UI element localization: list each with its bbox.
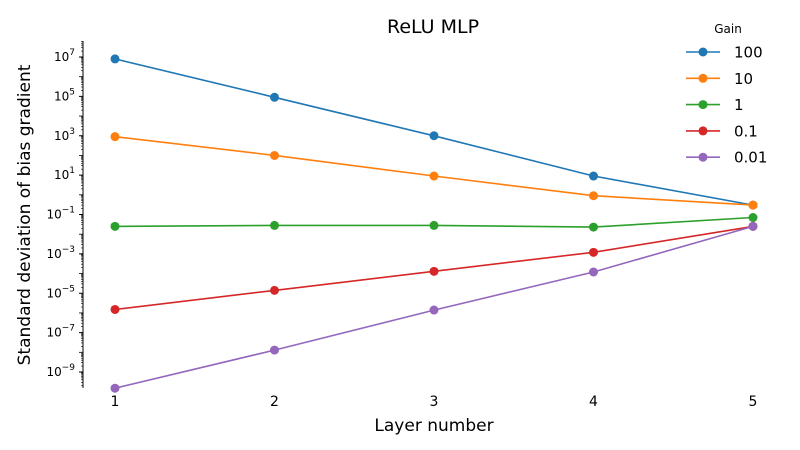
y-tick-label: 10−3	[46, 245, 75, 261]
data-point	[429, 220, 439, 230]
y-tick-base: 10	[54, 168, 69, 182]
data-point	[589, 247, 598, 257]
series-100	[110, 54, 758, 210]
legend-item: 10	[686, 70, 753, 88]
legend-marker	[698, 152, 708, 162]
data-point	[589, 267, 598, 277]
series-0.1	[110, 221, 758, 314]
legend-item: 1	[686, 96, 744, 114]
y-tick-exponent: −3	[62, 245, 75, 255]
x-tick-label: 4	[589, 394, 598, 410]
legend-marker	[698, 126, 708, 136]
data-point	[748, 221, 758, 231]
y-tick-base: 10	[46, 365, 61, 379]
x-tick-label: 1	[111, 394, 120, 410]
y-tick-label: 10−5	[46, 284, 75, 300]
data-point	[748, 213, 758, 223]
legend-label: 100	[734, 44, 763, 62]
legend-label: 0.01	[734, 149, 767, 167]
x-ticks: 1 2 3 4 5	[111, 394, 758, 410]
series-1	[110, 213, 758, 232]
legend-label: 0.1	[734, 122, 758, 140]
data-point	[270, 150, 279, 160]
x-axis-label: Layer number	[374, 416, 493, 436]
y-tick-exponent: 5	[69, 87, 75, 97]
legend-label: 1	[734, 96, 744, 114]
legend-marker	[698, 100, 708, 110]
y-tick-exponent: 3	[69, 127, 75, 137]
y-tick-base: 10	[46, 247, 61, 261]
y-tick-label: 10−7	[46, 324, 75, 340]
y-tick-base: 10	[54, 129, 69, 143]
y-tick-label: 103	[54, 127, 75, 143]
data-point	[589, 191, 598, 201]
legend-marker	[698, 47, 708, 57]
y-tick-label: 10−1	[46, 206, 75, 222]
y-tick-label: 10−9	[46, 363, 75, 379]
legend-title: Gain	[714, 22, 742, 36]
series-10	[110, 132, 758, 210]
data-point	[110, 132, 120, 142]
y-tick-exponent: −5	[62, 284, 75, 294]
x-tick-label: 2	[270, 394, 279, 410]
data-point	[110, 304, 120, 314]
data-point	[429, 305, 439, 315]
x-tick-label: 5	[749, 394, 758, 410]
data-point	[429, 171, 439, 181]
data-point	[110, 221, 120, 231]
y-axis-label: Standard deviation of bias gradient	[15, 64, 35, 365]
y-tick-base: 10	[54, 89, 69, 103]
data-point	[429, 131, 439, 141]
chart-title: ReLU MLP	[387, 16, 479, 38]
y-tick-base: 10	[54, 50, 69, 64]
data-point	[589, 222, 598, 232]
legend-marker	[698, 73, 708, 83]
legend: Gain 100 10 1 0.1 0.01	[686, 22, 767, 167]
data-point	[270, 345, 279, 355]
y-tick-exponent: 7	[69, 48, 75, 58]
y-tick-exponent: −1	[62, 206, 75, 216]
data-point	[270, 285, 279, 295]
y-tick-label: 101	[54, 166, 75, 182]
series-line	[114, 135, 754, 206]
legend-item: 0.01	[686, 149, 767, 167]
series-layer	[110, 54, 758, 393]
data-point	[429, 266, 439, 276]
y-tick-label: 107	[54, 48, 75, 64]
data-point	[589, 171, 598, 181]
legend-label: 10	[734, 70, 753, 88]
x-tick-label: 3	[430, 394, 439, 410]
y-tick-base: 10	[46, 208, 61, 222]
y-tick-label: 105	[54, 87, 75, 103]
y-tick-exponent: −7	[62, 324, 75, 334]
y-tick-exponent: −9	[62, 363, 76, 373]
data-point	[748, 200, 758, 210]
y-tick-base: 10	[46, 286, 61, 300]
legend-item: 0.1	[686, 122, 758, 140]
legend-item: 100	[686, 44, 763, 62]
data-point	[270, 220, 279, 230]
data-point	[270, 92, 279, 102]
series-0.01	[110, 221, 758, 393]
y-tick-exponent: 1	[69, 166, 75, 176]
y-tick-base: 10	[46, 326, 61, 340]
data-point	[110, 383, 120, 393]
data-point	[110, 54, 120, 64]
